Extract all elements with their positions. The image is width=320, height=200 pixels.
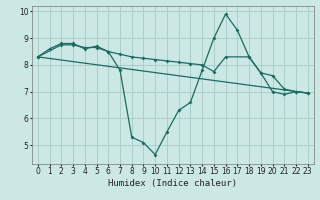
X-axis label: Humidex (Indice chaleur): Humidex (Indice chaleur): [108, 179, 237, 188]
